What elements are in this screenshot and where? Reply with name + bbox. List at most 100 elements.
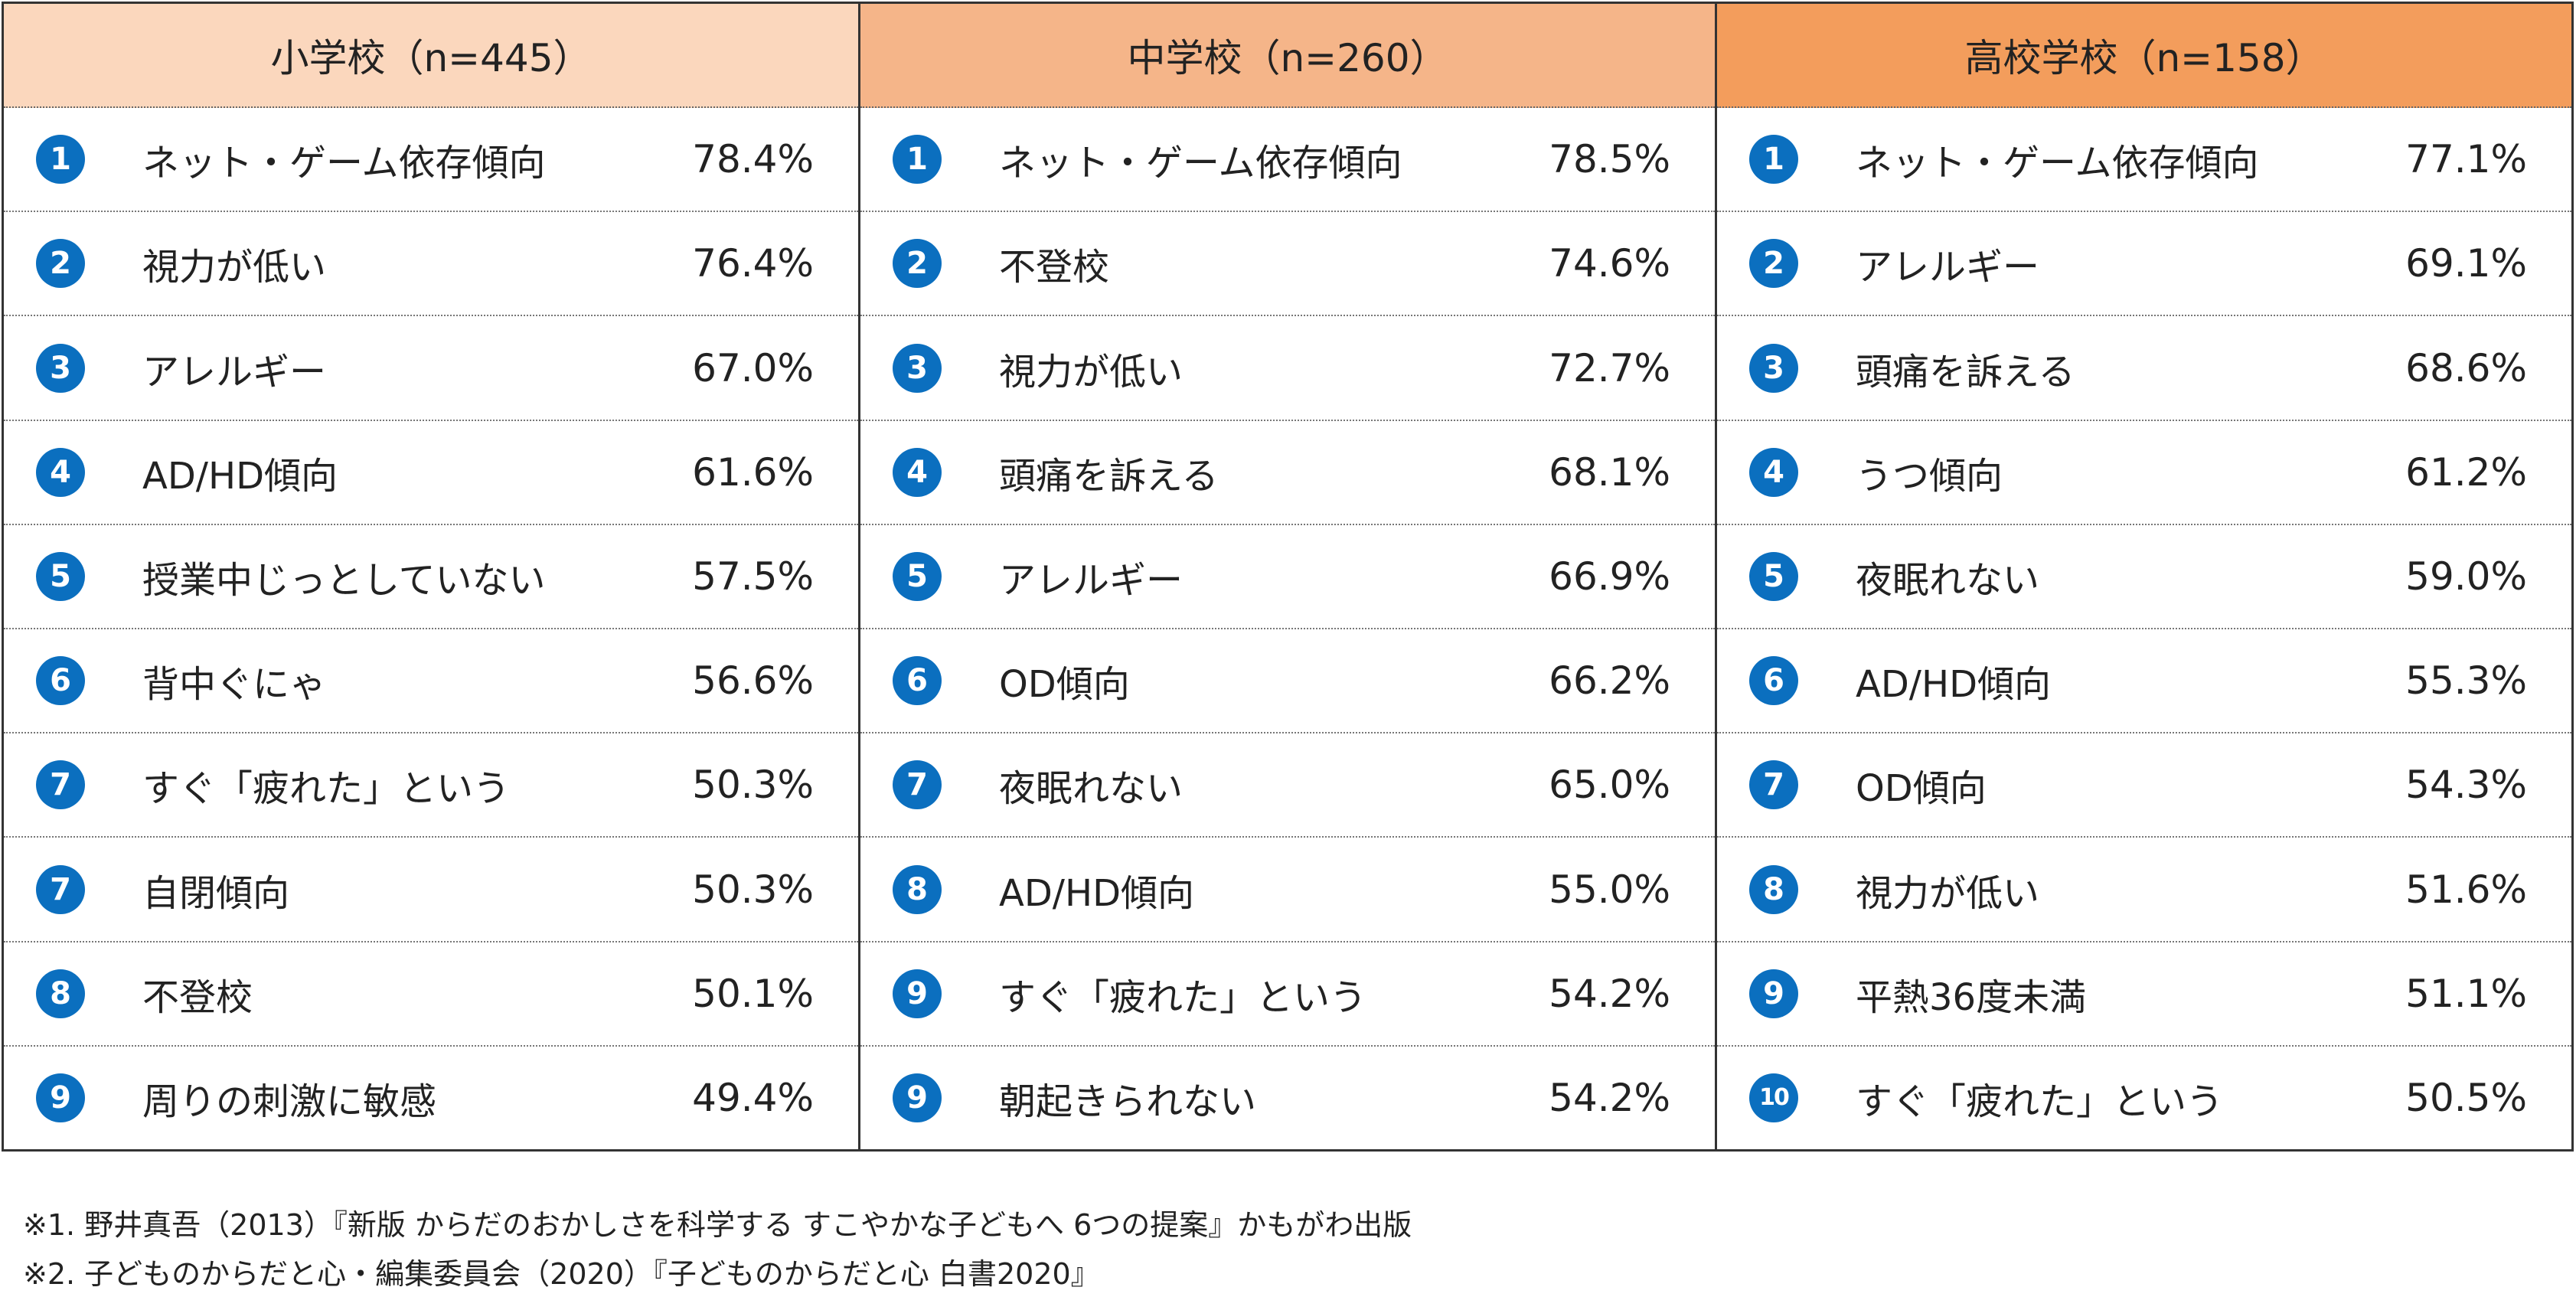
item-label: 授業中じっとしていない xyxy=(142,558,546,602)
item-percentage: 74.6% xyxy=(1549,241,1670,286)
rank-badge: 9 xyxy=(36,1073,85,1122)
ranking-row: 7 OD傾向 54.3% xyxy=(1717,733,2571,838)
ranking-row: 5 夜眠れない 59.0% xyxy=(1717,525,2571,630)
item-percentage: 78.4% xyxy=(692,137,814,182)
rank-badge: 9 xyxy=(893,969,942,1018)
item-label: うつ傾向 xyxy=(1856,454,2003,498)
rank-badge: 8 xyxy=(1749,864,1798,914)
item-percentage: 50.3% xyxy=(692,763,814,808)
rank-badge: 9 xyxy=(893,1073,942,1122)
rank-badge: 2 xyxy=(893,239,942,289)
rank-badge: 10 xyxy=(1749,1073,1798,1122)
ranking-row: 4 うつ傾向 61.2% xyxy=(1717,421,2571,525)
rank-badge: 7 xyxy=(36,760,85,810)
item-label: すぐ「疲れた」という xyxy=(999,975,1367,1019)
rank-badge: 5 xyxy=(1749,551,1798,601)
ranking-row: 10 すぐ「疲れた」という 50.5% xyxy=(1717,1047,2571,1149)
item-percentage: 67.0% xyxy=(692,345,814,390)
item-percentage: 49.4% xyxy=(692,1075,814,1120)
item-label: 頭痛を訴える xyxy=(999,454,1219,498)
item-label: ネット・ゲーム依存傾向 xyxy=(1856,142,2259,185)
rank-badge: 4 xyxy=(36,447,85,497)
item-label: OD傾向 xyxy=(999,663,1130,707)
rank-badge: 3 xyxy=(893,343,942,393)
item-percentage: 66.2% xyxy=(1549,658,1670,704)
item-label: OD傾向 xyxy=(1856,767,1987,811)
footnote-2: ※2. 子どものからだと心・編集委員会（2020）『子どものからだと心 白書20… xyxy=(23,1257,1100,1291)
column-header-elementary: 小学校（n=445） xyxy=(4,4,858,108)
item-label: 視力が低い xyxy=(999,350,1184,394)
ranking-row: 5 授業中じっとしていない 57.5% xyxy=(4,525,858,630)
item-label: 夜眠れない xyxy=(999,767,1184,811)
item-label: 平熱36度未満 xyxy=(1856,975,2087,1019)
item-percentage: 61.6% xyxy=(692,449,814,495)
item-percentage: 61.2% xyxy=(2405,449,2527,495)
ranking-row: 2 視力が低い 76.4% xyxy=(4,212,858,317)
column-high-school: 高校学校（n=158） 1 ネット・ゲーム依存傾向 77.1% 2 アレルギー 69.1%… xyxy=(1715,4,2571,1149)
item-percentage: 78.5% xyxy=(1549,137,1670,182)
rank-badge: 8 xyxy=(36,969,85,1018)
column-header-high-school: 高校学校（n=158） xyxy=(1717,4,2571,108)
item-percentage: 66.9% xyxy=(1549,554,1670,599)
ranking-table: 小学校（n=445） 1 ネット・ゲーム依存傾向 78.4% 2 視力が低い 76.4% 3… xyxy=(2,2,2574,1152)
rank-badge: 2 xyxy=(1749,239,1798,289)
ranking-row: 4 頭痛を訴える 68.1% xyxy=(860,421,1715,525)
rank-badge: 7 xyxy=(1749,760,1798,810)
item-percentage: 68.6% xyxy=(2405,345,2527,390)
ranking-row: 3 視力が低い 72.7% xyxy=(860,316,1715,421)
ranking-row: 8 不登校 50.1% xyxy=(4,942,858,1047)
rank-badge: 4 xyxy=(893,447,942,497)
ranking-row: 6 背中ぐにゃ 56.6% xyxy=(4,629,858,734)
column-rows-high-school: 1 ネット・ゲーム依存傾向 77.1% 2 アレルギー 69.1% 3 頭痛を訴える 68.6%… xyxy=(1717,108,2571,1149)
item-percentage: 50.3% xyxy=(692,867,814,912)
rank-badge: 6 xyxy=(893,656,942,706)
item-percentage: 76.4% xyxy=(692,241,814,286)
rank-badge: 6 xyxy=(36,656,85,706)
ranking-row: 6 OD傾向 66.2% xyxy=(860,629,1715,734)
item-percentage: 50.5% xyxy=(2405,1075,2527,1120)
item-label: AD/HD傾向 xyxy=(142,454,338,498)
item-label: すぐ「疲れた」という xyxy=(1856,1080,2224,1123)
rank-badge: 1 xyxy=(1749,135,1798,185)
ranking-row: 2 不登校 74.6% xyxy=(860,212,1715,317)
column-rows-elementary: 1 ネット・ゲーム依存傾向 78.4% 2 視力が低い 76.4% 3 アレルギー 67.0% 4… xyxy=(4,108,858,1149)
rank-badge: 1 xyxy=(893,135,942,185)
ranking-row: 8 AD/HD傾向 55.0% xyxy=(860,838,1715,942)
ranking-row: 8 視力が低い 51.6% xyxy=(1717,838,2571,942)
item-label: AD/HD傾向 xyxy=(1856,663,2052,707)
item-label: すぐ「疲れた」という xyxy=(142,767,511,811)
item-percentage: 54.2% xyxy=(1549,971,1670,1016)
rank-badge: 6 xyxy=(1749,656,1798,706)
ranking-row: 5 アレルギー 66.9% xyxy=(860,525,1715,630)
ranking-row: 9 すぐ「疲れた」という 54.2% xyxy=(860,942,1715,1047)
ranking-row: 7 すぐ「疲れた」という 50.3% xyxy=(4,733,858,838)
item-label: 周りの刺激に敏感 xyxy=(142,1080,437,1123)
item-percentage: 54.2% xyxy=(1549,1075,1670,1120)
item-label: 朝起きられない xyxy=(999,1080,1257,1123)
item-percentage: 50.1% xyxy=(692,971,814,1016)
ranking-row: 9 平熱36度未満 51.1% xyxy=(1717,942,2571,1047)
item-label: ネット・ゲーム依存傾向 xyxy=(999,142,1402,185)
item-percentage: 77.1% xyxy=(2405,137,2527,182)
item-label: 不登校 xyxy=(142,975,253,1019)
item-label: アレルギー xyxy=(142,350,327,394)
rank-badge: 4 xyxy=(1749,447,1798,497)
item-percentage: 54.3% xyxy=(2405,763,2527,808)
ranking-row: 4 AD/HD傾向 61.6% xyxy=(4,421,858,525)
column-junior-high: 中学校（n=260） 1 ネット・ゲーム依存傾向 78.5% 2 不登校 74.6% 3 視力… xyxy=(858,4,1715,1149)
item-label: アレルギー xyxy=(1856,246,2040,289)
item-label: 自閉傾向 xyxy=(142,871,290,915)
rank-badge: 5 xyxy=(893,551,942,601)
rank-badge: 3 xyxy=(36,343,85,393)
ranking-row: 2 アレルギー 69.1% xyxy=(1717,212,2571,317)
rank-badge: 2 xyxy=(36,239,85,289)
item-percentage: 72.7% xyxy=(1549,345,1670,390)
ranking-row: 6 AD/HD傾向 55.3% xyxy=(1717,629,2571,734)
item-percentage: 56.6% xyxy=(692,658,814,704)
item-percentage: 69.1% xyxy=(2405,241,2527,286)
item-label: 視力が低い xyxy=(142,246,327,289)
item-percentage: 65.0% xyxy=(1549,763,1670,808)
item-percentage: 55.3% xyxy=(2405,658,2527,704)
item-label: 背中ぐにゃ xyxy=(142,663,327,707)
